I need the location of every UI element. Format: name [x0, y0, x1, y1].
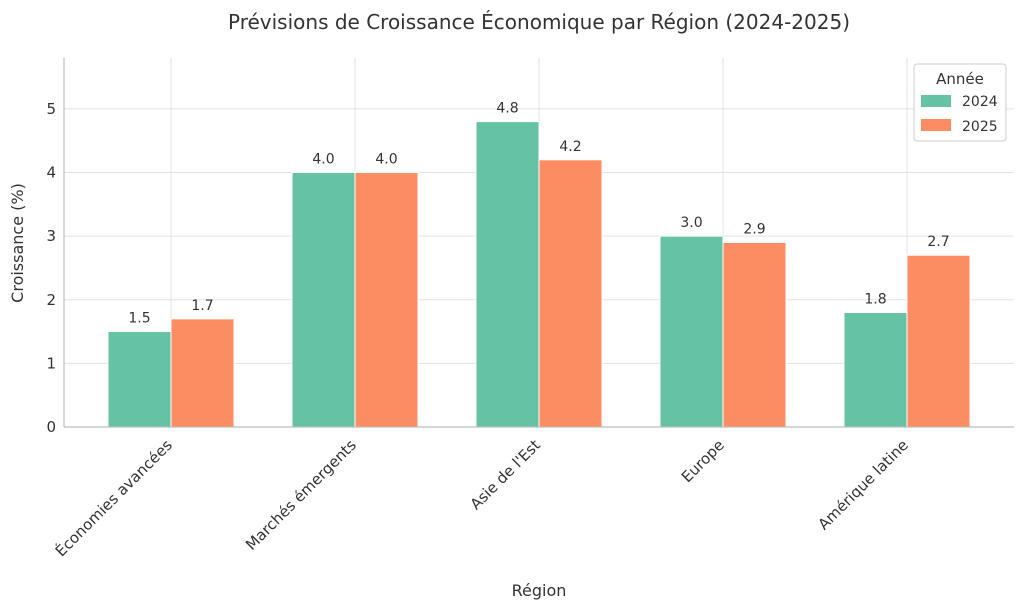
- bar-2024-asie-de-l-est: [475, 121, 540, 428]
- legend-title: Année: [936, 70, 984, 88]
- bar-2025-asie-de-l-est: [538, 159, 603, 428]
- y-tick-label: 0: [46, 418, 56, 436]
- bar-value-label: 4.8: [496, 101, 518, 117]
- legend-label-2024: 2024: [962, 94, 998, 110]
- y-tick-label: 2: [46, 291, 56, 309]
- x-tick-label: Asie de l'Est: [467, 436, 544, 513]
- bar-value-label: 2.7: [927, 234, 949, 250]
- bar-value-label: 2.9: [743, 222, 765, 238]
- x-tick-label: Marchés émergents: [242, 436, 360, 554]
- bar-2025-amerique-latine: [906, 254, 971, 428]
- x-axis-ticks: Économies avancées Marchés émergents Asie …: [51, 435, 912, 560]
- legend: Année 2024 2025: [913, 63, 1007, 142]
- bar-2024-economies-avancees: [107, 331, 172, 428]
- bar-value-label: 3.0: [680, 215, 702, 231]
- bar-2025-marches-emergents: [354, 172, 419, 428]
- bar-2024-europe: [659, 235, 724, 428]
- legend-label-2025: 2025: [962, 119, 998, 135]
- bar-value-label: 1.5: [128, 311, 150, 327]
- x-tick-label: Europe: [678, 436, 728, 486]
- y-tick-label: 4: [46, 164, 56, 182]
- y-tick-label: 5: [46, 100, 56, 118]
- x-tick-label: Amérique latine: [815, 436, 912, 533]
- bar-labels: 1.5 4.0 4.8 3.0 1.8 1.7 4.0 4.2 2.9 2.7: [128, 101, 949, 327]
- bar-2024-amerique-latine: [843, 311, 908, 428]
- bars: [107, 121, 971, 428]
- bar-2025-economies-avancees: [170, 318, 235, 428]
- bar-value-label: 4.0: [375, 152, 397, 168]
- bar-2024-marches-emergents: [291, 172, 356, 428]
- y-tick-label: 1: [46, 354, 56, 372]
- x-axis-label: Région: [512, 581, 567, 600]
- bar-value-label: 1.8: [864, 291, 886, 307]
- x-tick-label: Économies avancées: [51, 435, 176, 560]
- y-tick-label: 3: [46, 227, 56, 245]
- bar-value-label: 1.7: [191, 298, 213, 314]
- y-axis-label: Croissance (%): [8, 183, 27, 303]
- bar-value-label: 4.2: [559, 139, 581, 155]
- chart-title: Prévisions de Croissance Économique par …: [228, 10, 850, 34]
- legend-swatch-2025: [921, 119, 951, 131]
- legend-swatch-2024: [921, 95, 951, 107]
- bar-2025-europe: [722, 242, 787, 428]
- bar-value-label: 4.0: [312, 152, 334, 168]
- y-axis-ticks: 0 1 2 3 4 5: [46, 100, 56, 436]
